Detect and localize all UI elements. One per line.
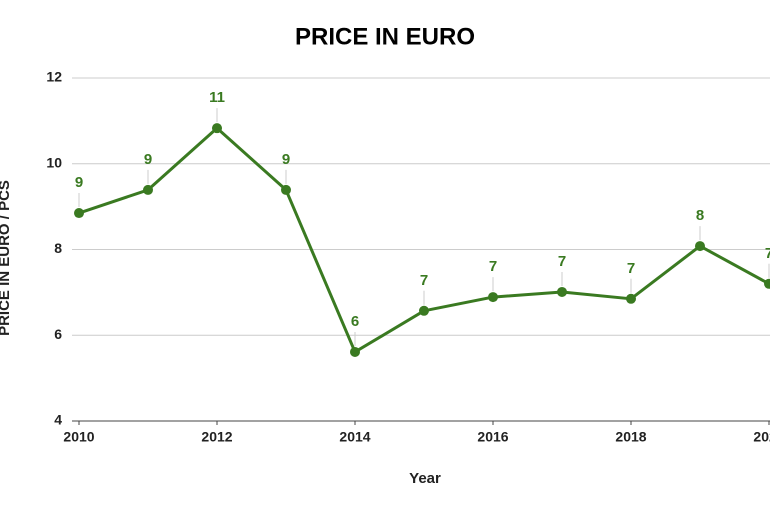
x-tick-label: 2012 — [201, 429, 232, 445]
data-label: 6 — [351, 313, 359, 330]
point — [419, 305, 429, 316]
point — [143, 184, 153, 195]
data-label: 7 — [627, 260, 635, 277]
point — [695, 241, 705, 252]
x-tick-label: 2018 — [615, 429, 646, 445]
y-axis-label: PRICE IN EURO / PCS — [0, 180, 13, 336]
point — [350, 346, 360, 357]
point — [557, 286, 567, 297]
x-axis-label: Year — [409, 470, 441, 487]
x-tick-label: 2016 — [477, 429, 508, 445]
y-tick-label: 8 — [54, 240, 62, 256]
y-tick-label: 6 — [54, 326, 62, 342]
x-tick-label: 2014 — [339, 429, 370, 445]
y-tick-label: 10 — [46, 154, 62, 170]
data-label: 7 — [420, 272, 428, 289]
point — [488, 292, 498, 303]
chart-title: PRICE IN EURO — [295, 23, 475, 50]
x-tick-label: 2010 — [63, 429, 94, 445]
x-tick-label: 2020 — [753, 429, 770, 445]
point — [626, 293, 636, 304]
data-label: 8 — [696, 207, 704, 224]
point — [212, 123, 222, 134]
point — [764, 278, 770, 289]
data-label: 9 — [144, 151, 152, 168]
data-label: 7 — [765, 245, 770, 262]
point — [74, 208, 84, 219]
y-tick-label: 4 — [54, 412, 62, 428]
data-label: 7 — [558, 253, 566, 270]
point — [281, 184, 291, 195]
data-label: 9 — [282, 151, 290, 168]
data-label: 11 — [209, 89, 225, 106]
y-tick-label: 12 — [46, 69, 62, 85]
data-label: 9 — [75, 174, 83, 191]
line — [78, 126, 770, 354]
data-label: 7 — [489, 258, 497, 275]
